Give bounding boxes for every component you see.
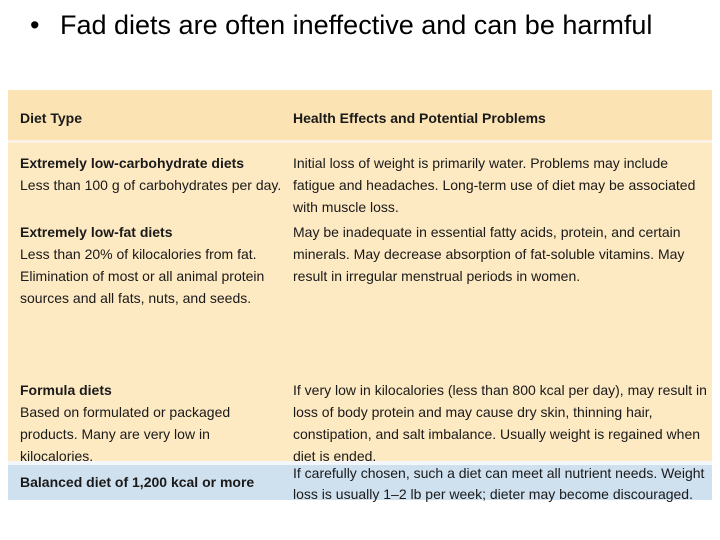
diet-type-title: Formula diets bbox=[20, 382, 112, 398]
diet-type-cell: Formula diets Based on formulated or pac… bbox=[20, 379, 282, 467]
table-row-balanced: Balanced diet of 1,200 kcal or more If c… bbox=[8, 465, 712, 502]
header-health-effects: Health Effects and Potential Problems bbox=[293, 110, 546, 126]
diet-type-cell: Extremely low-fat diets Less than 20% of… bbox=[20, 221, 282, 309]
section-divider bbox=[8, 461, 712, 465]
table-header-row: Diet Type Health Effects and Potential P… bbox=[8, 90, 712, 140]
header-divider bbox=[8, 140, 712, 143]
bullet-text: Fad diets are often ineffective and can … bbox=[60, 10, 653, 40]
diet-type-cell: Balanced diet of 1,200 kcal or more bbox=[20, 471, 282, 493]
bullet-mark: • bbox=[30, 10, 40, 40]
header-diet-type: Diet Type bbox=[20, 110, 82, 126]
diet-type-title: Extremely low-carbohydrate diets bbox=[20, 155, 245, 171]
health-effects-cell: May be inadequate in essential fatty aci… bbox=[293, 224, 685, 284]
diet-type-desc: Less than 100 g of carbohydrates per day… bbox=[20, 177, 282, 193]
bullet-point: • Fad diets are often ineffective and ca… bbox=[30, 8, 710, 42]
diet-type-cell: Extremely low-carbohydrate diets Less th… bbox=[20, 152, 282, 196]
health-effects-cell: Initial loss of weight is primarily wate… bbox=[293, 155, 696, 215]
diet-table: Diet Type Health Effects and Potential P… bbox=[8, 90, 712, 502]
health-effects-cell: If carefully chosen, such a diet can mee… bbox=[293, 465, 705, 502]
diet-type-desc: Less than 20% of kilocalories from fat. … bbox=[20, 246, 265, 306]
diet-type-title: Balanced diet of 1,200 kcal or more bbox=[20, 474, 255, 490]
health-effects-cell: If very low in kilocalories (less than 8… bbox=[293, 382, 707, 464]
diet-type-title: Extremely low-fat diets bbox=[20, 224, 173, 240]
table-body: Extremely low-carbohydrate diets Less th… bbox=[8, 143, 712, 464]
diet-type-desc: Based on formulated or packaged products… bbox=[20, 404, 231, 464]
